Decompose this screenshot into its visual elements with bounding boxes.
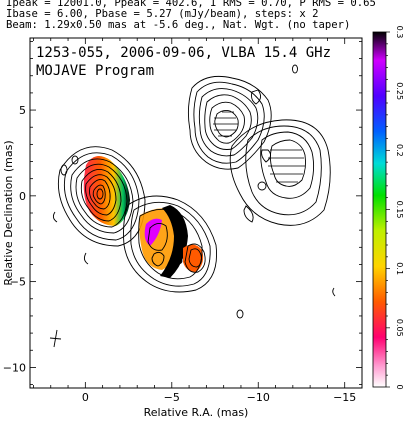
x-tick-label: 0	[82, 391, 89, 404]
x-tick-label: −10	[247, 391, 270, 404]
core-polarization-fill	[83, 156, 130, 226]
x-tick-label: −15	[333, 391, 356, 404]
outer-jet-b-contours	[229, 119, 331, 226]
colorbar-tick-label: 0.25	[395, 82, 404, 100]
y-tick-label: 0	[19, 190, 26, 203]
restoring-beam	[49, 329, 62, 348]
chart-subtitle: MOJAVE Program	[36, 63, 154, 79]
outer-jet-a-contours	[187, 75, 272, 170]
header-line-1: Ipeak = 12001.0, Ppeak = 402.6, I RMS = …	[6, 0, 376, 9]
y-tick-label: −10	[3, 361, 26, 374]
colorbar-tick-label: 0	[395, 384, 404, 389]
inner-jet-contours	[123, 195, 218, 293]
y-axis-label: Relative Declination (mas)	[2, 140, 15, 285]
colorbar-tick-label: 0.2	[395, 144, 404, 157]
noise-contours	[236, 64, 336, 319]
x-tick-label: −5	[164, 391, 180, 404]
colorbar-tick-label: 0.15	[395, 201, 404, 219]
axes: 0 −5 −10 −15 5 0 −5 −10	[3, 38, 363, 404]
contour-layer	[49, 64, 336, 348]
y-tick-label: 5	[19, 104, 26, 117]
jet-knot-polarization-fill	[183, 244, 204, 272]
colorbar-tick-label: 0.05	[395, 319, 404, 337]
colorbar-tick-label: 0.3	[395, 26, 404, 39]
inner-jet-polarization-accent	[144, 218, 162, 246]
x-axis-label: Relative R.A. (mas)	[144, 406, 249, 419]
header-line-3: Beam: 1.29x0.50 mas at -5.6 deg., Nat. W…	[6, 19, 351, 31]
inner-jet-polarization-band	[160, 205, 188, 278]
y-tick-label: −5	[10, 276, 26, 289]
colorbar	[372, 31, 387, 388]
header-line-2: Ibase = 6.00, Pbase = 5.27 (mJy/beam), s…	[6, 8, 319, 20]
colorbar-ticks: 0 0.05 0.1 0.15 0.2 0.25 0.3	[386, 26, 404, 390]
chart-title: 1253-055, 2006-09-06, VLBA 15.4 GHz	[36, 45, 331, 61]
colorbar-tick-label: 0.1	[395, 262, 404, 275]
